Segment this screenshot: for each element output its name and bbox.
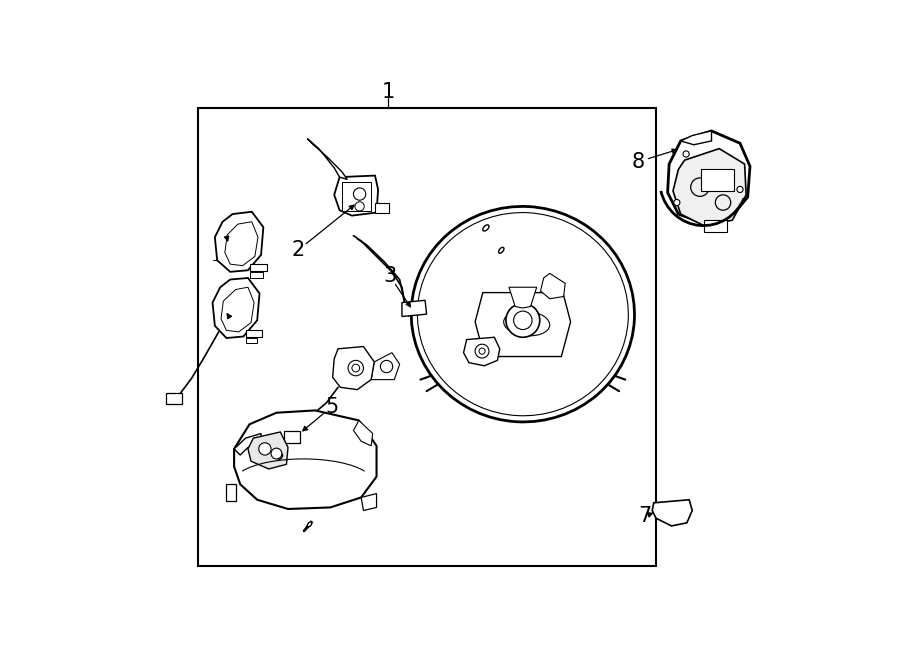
Ellipse shape bbox=[307, 522, 311, 527]
Polygon shape bbox=[248, 432, 288, 469]
Ellipse shape bbox=[482, 225, 489, 231]
Circle shape bbox=[475, 344, 489, 358]
Polygon shape bbox=[334, 176, 378, 215]
Polygon shape bbox=[475, 293, 571, 356]
Bar bbox=[701, 169, 734, 191]
Polygon shape bbox=[371, 353, 400, 379]
Polygon shape bbox=[215, 212, 264, 272]
Polygon shape bbox=[333, 346, 374, 389]
Circle shape bbox=[716, 195, 731, 210]
Polygon shape bbox=[234, 434, 261, 455]
Circle shape bbox=[352, 364, 360, 372]
Polygon shape bbox=[668, 131, 750, 223]
Circle shape bbox=[506, 303, 540, 337]
Polygon shape bbox=[221, 288, 254, 332]
Circle shape bbox=[674, 200, 680, 206]
Text: 7: 7 bbox=[639, 506, 652, 526]
Bar bbox=[247, 338, 257, 344]
Bar bbox=[284, 431, 300, 443]
Circle shape bbox=[479, 348, 485, 354]
Bar bbox=[247, 330, 262, 337]
Circle shape bbox=[258, 443, 271, 455]
Bar bbox=[342, 182, 371, 211]
Polygon shape bbox=[234, 410, 376, 509]
Bar bbox=[198, 108, 656, 566]
Text: 6: 6 bbox=[218, 300, 231, 321]
Ellipse shape bbox=[278, 454, 283, 459]
Ellipse shape bbox=[418, 213, 628, 416]
Bar bbox=[375, 202, 389, 214]
Polygon shape bbox=[402, 300, 427, 317]
Ellipse shape bbox=[504, 311, 550, 336]
Polygon shape bbox=[361, 494, 376, 510]
Polygon shape bbox=[225, 222, 258, 266]
Circle shape bbox=[354, 188, 365, 200]
Text: 1: 1 bbox=[382, 83, 395, 102]
Polygon shape bbox=[354, 420, 373, 446]
Polygon shape bbox=[680, 131, 712, 145]
Circle shape bbox=[381, 360, 392, 373]
Polygon shape bbox=[464, 337, 500, 366]
Ellipse shape bbox=[411, 206, 634, 422]
Text: 2: 2 bbox=[292, 240, 304, 260]
Text: 4: 4 bbox=[218, 219, 231, 239]
Polygon shape bbox=[307, 139, 347, 179]
Bar bbox=[250, 264, 267, 271]
Ellipse shape bbox=[499, 247, 504, 253]
Circle shape bbox=[348, 360, 364, 375]
Bar bbox=[704, 220, 727, 232]
Text: 5: 5 bbox=[325, 397, 338, 416]
Polygon shape bbox=[652, 500, 692, 526]
Circle shape bbox=[514, 311, 532, 330]
Text: 8: 8 bbox=[632, 152, 645, 172]
Circle shape bbox=[737, 186, 743, 192]
Polygon shape bbox=[212, 278, 259, 338]
Circle shape bbox=[271, 448, 282, 459]
Circle shape bbox=[683, 151, 689, 157]
Circle shape bbox=[690, 178, 709, 196]
Bar bbox=[166, 393, 182, 405]
Bar bbox=[227, 485, 236, 501]
Bar bbox=[250, 272, 263, 278]
Text: 3: 3 bbox=[383, 266, 396, 286]
Polygon shape bbox=[509, 288, 536, 308]
Circle shape bbox=[355, 202, 365, 211]
Polygon shape bbox=[541, 274, 565, 299]
Polygon shape bbox=[673, 149, 746, 225]
